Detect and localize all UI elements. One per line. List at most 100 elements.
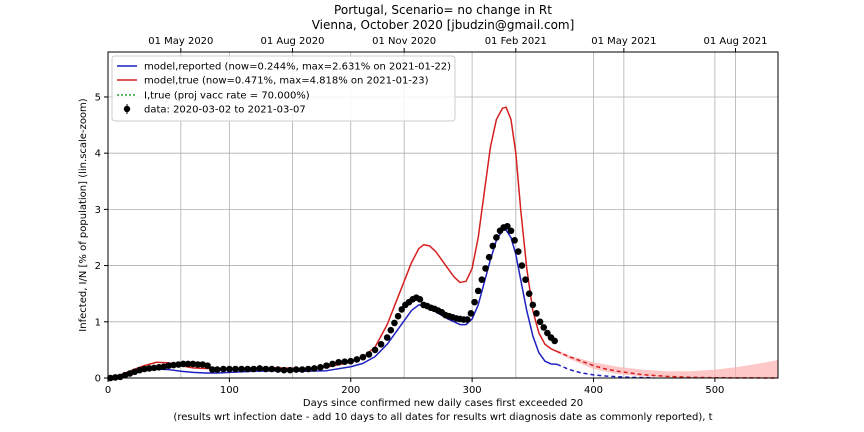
data-point [209, 366, 216, 373]
legend-label-vacc: I,true (proj vacc rate = 70.000%) [144, 91, 310, 102]
series-reported-line [107, 229, 558, 379]
data-point [507, 227, 515, 235]
data-point [165, 362, 172, 369]
x-axis-ticks: 0 100 200 300 400 500 [105, 378, 724, 396]
data-point [529, 301, 537, 309]
data-point [250, 365, 257, 373]
data-point [485, 253, 493, 261]
data-point [522, 276, 529, 283]
data-point [213, 366, 221, 373]
data-point [416, 296, 424, 303]
data-point [518, 262, 526, 269]
data-point [170, 361, 177, 369]
series-lines [107, 106, 779, 379]
data-point [377, 340, 385, 348]
data-point [244, 365, 251, 373]
data-point [184, 360, 192, 368]
data-point [544, 329, 551, 337]
data-point [304, 365, 312, 373]
series-true-line [107, 106, 558, 379]
plot-frame [107, 51, 779, 379]
top-tick-label: 01 Nov 2020 [372, 36, 436, 47]
legend-label-data: data: 2020-03-02 to 2021-03-07 [144, 105, 306, 116]
data-point [179, 360, 187, 368]
data-point [353, 356, 361, 363]
chart-title-line2: Vienna, October 2020 [jbudzin@gmail.com] [312, 18, 575, 32]
data-point [256, 365, 264, 372]
data-point [540, 324, 548, 331]
data-point [150, 364, 158, 372]
data-points [107, 222, 558, 382]
data-point [489, 242, 497, 250]
data-point [365, 351, 373, 358]
top-date-ticks: 01 May 2020 01 Aug 2020 01 Nov 2020 01 Feb … [148, 36, 768, 52]
data-point [514, 248, 522, 255]
data-point [341, 358, 348, 366]
data-point [311, 365, 318, 372]
legend: model,reported (now=0.244%, max=2.631% o… [111, 55, 456, 122]
data-point [280, 366, 288, 374]
x-axis-label-line1: Days since confirmed new daily cases fir… [303, 398, 583, 409]
data-point [298, 366, 306, 373]
data-point [504, 222, 511, 230]
data-point [220, 365, 227, 373]
x-tick-label: 400 [584, 385, 603, 396]
y-axis-ticks: 0 1 2 3 4 5 [95, 92, 108, 385]
data-point [467, 310, 475, 317]
series-reported-projection [556, 363, 655, 379]
top-tick-label: 01 May 2021 [591, 36, 656, 47]
data-point [371, 346, 379, 354]
data-point [551, 337, 558, 345]
data-point [204, 362, 211, 369]
data-point [317, 364, 324, 371]
legend-box [111, 55, 456, 122]
data-point [111, 374, 119, 381]
data-point [292, 366, 300, 373]
data-point [398, 306, 406, 313]
x-tick-label: 100 [220, 385, 239, 396]
data-point [482, 265, 489, 272]
data-point [525, 290, 533, 297]
y-tick-label: 5 [95, 92, 101, 103]
data-point [335, 358, 342, 366]
data-point [391, 319, 398, 327]
data-point [474, 287, 482, 295]
data-point [387, 326, 395, 334]
top-tick-label: 01 May 2020 [148, 36, 213, 47]
data-point [511, 236, 518, 244]
x-tick-label: 300 [463, 385, 482, 396]
data-point [175, 361, 182, 368]
y-tick-label: 3 [95, 205, 101, 216]
data-point [347, 357, 355, 365]
top-tick-label: 01 Aug 2020 [260, 36, 324, 47]
data-point [286, 366, 294, 374]
top-tick-label: 01 Feb 2021 [485, 36, 547, 47]
data-point [268, 365, 276, 373]
legend-label-reported: model,reported (now=0.244%, max=2.631% o… [144, 62, 451, 73]
legend-swatch-data-marker [123, 105, 131, 113]
data-point [232, 365, 239, 373]
data-point [383, 334, 391, 341]
y-tick-label: 2 [95, 261, 101, 272]
data-point [274, 366, 282, 373]
data-point [463, 316, 471, 323]
y-tick-label: 4 [95, 149, 101, 160]
data-point [189, 360, 197, 368]
data-point [226, 365, 233, 373]
data-point [394, 312, 402, 320]
y-axis-label: Infected, I/N [% of population] (lin.sca… [78, 98, 89, 331]
data-point [471, 298, 478, 306]
data-point [323, 362, 330, 369]
data-point [155, 364, 163, 371]
chart-title-line1: Portugal, Scenario= no change in Rt [334, 3, 552, 17]
x-tick-label: 500 [705, 385, 724, 396]
x-tick-label: 0 [105, 385, 111, 396]
data-point [194, 361, 202, 368]
data-point [493, 234, 500, 241]
data-point [536, 318, 544, 326]
top-tick-label: 01 Aug 2021 [703, 36, 767, 47]
data-point [262, 365, 270, 373]
x-axis-label-line2: (results wrt infection date - add 10 day… [173, 412, 712, 423]
legend-label-true: model,true (now=0.471%, max=4.818% on 20… [144, 76, 429, 87]
